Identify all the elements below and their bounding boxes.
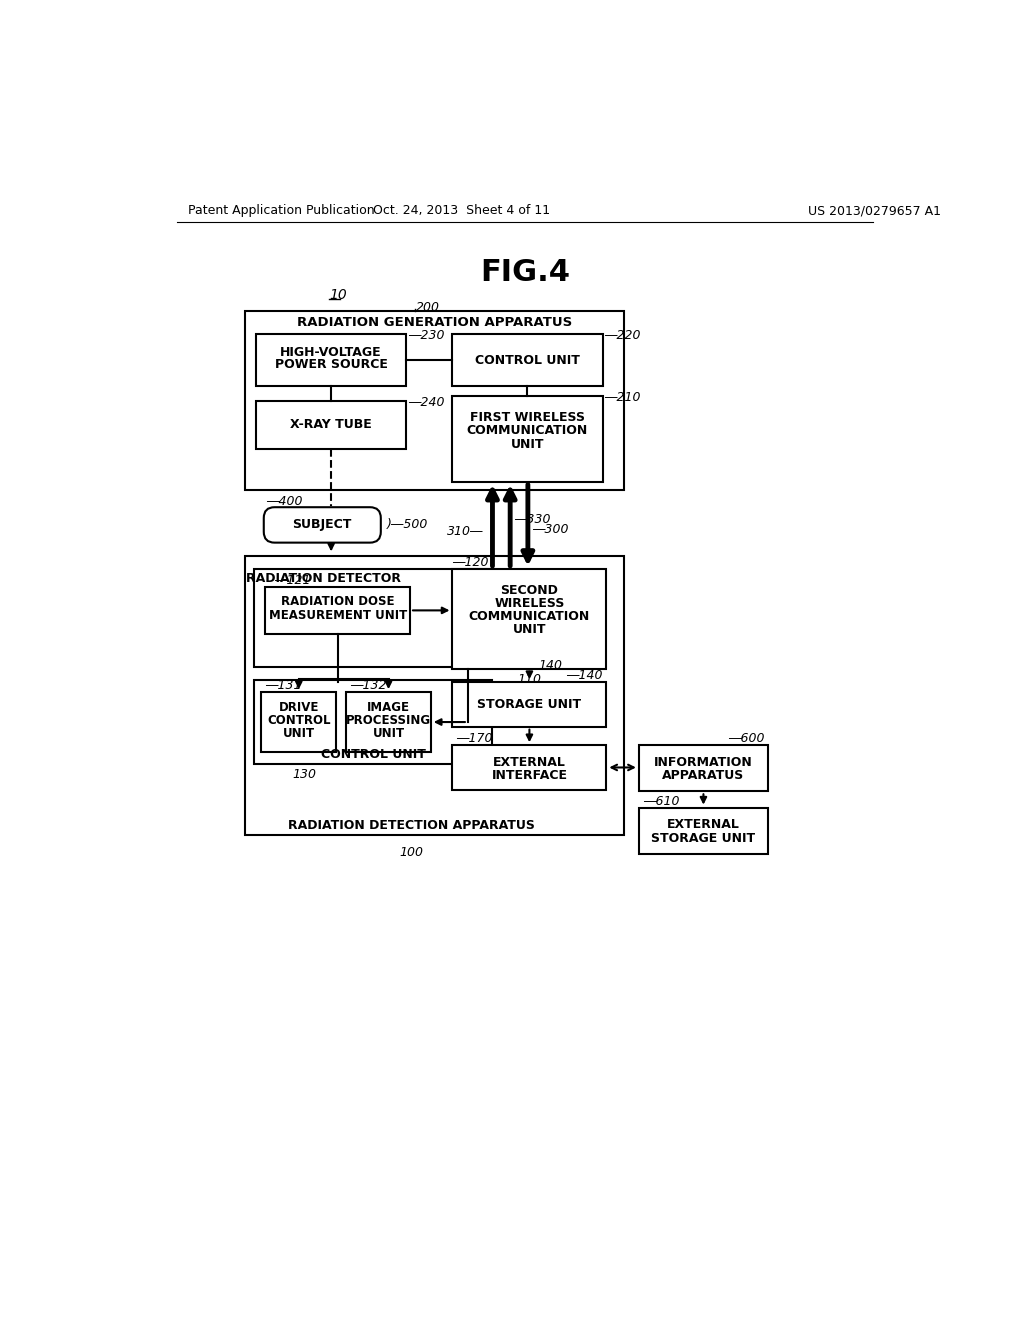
Text: ―131: ―131 [265, 680, 302, 693]
Text: CONTROL: CONTROL [267, 714, 331, 727]
Bar [256, 401, 407, 449]
Text: ―220: ―220 [604, 329, 641, 342]
Text: ―120: ―120 [453, 556, 488, 569]
Text: EXTERNAL: EXTERNAL [667, 818, 740, 832]
Text: ―230: ―230 [408, 329, 444, 342]
Text: UNIT: UNIT [513, 623, 546, 636]
Text: ―121: ―121 [274, 574, 311, 587]
Text: )―500: )―500 [387, 519, 428, 532]
Bar [453, 396, 602, 482]
Bar [346, 692, 431, 752]
Bar [254, 681, 493, 763]
Text: ―210: ―210 [604, 391, 641, 404]
Text: ―170: ―170 [457, 733, 493, 746]
Text: ―600: ―600 [728, 733, 764, 746]
Text: PROCESSING: PROCESSING [346, 714, 431, 727]
Text: FIG.4: FIG.4 [480, 257, 569, 286]
Text: RADIATION DOSE: RADIATION DOSE [281, 595, 394, 609]
Text: FIRST WIRELESS: FIRST WIRELESS [470, 411, 585, 424]
Text: X-RAY TUBE: X-RAY TUBE [290, 418, 372, 432]
Text: ―330: ―330 [514, 512, 551, 525]
Text: 200: 200 [416, 301, 439, 314]
Text: UNIT: UNIT [511, 437, 544, 450]
Text: HIGH-VOLTAGE: HIGH-VOLTAGE [281, 346, 382, 359]
Text: COMMUNICATION: COMMUNICATION [469, 610, 590, 623]
Text: SUBJECT: SUBJECT [293, 519, 352, 532]
Text: STORAGE UNIT: STORAGE UNIT [651, 832, 756, 845]
Text: COMMUNICATION: COMMUNICATION [467, 425, 588, 437]
Text: ―132: ―132 [350, 680, 386, 693]
Text: RADIATION DETECTOR: RADIATION DETECTOR [246, 572, 400, 585]
Text: CONTROL UNIT: CONTROL UNIT [475, 354, 580, 367]
Bar [261, 692, 336, 752]
Text: 110: 110 [517, 673, 542, 686]
Text: ―300: ―300 [531, 523, 568, 536]
FancyBboxPatch shape [264, 507, 381, 543]
Text: RADIATION GENERATION APPARATUS: RADIATION GENERATION APPARATUS [297, 315, 572, 329]
Bar [453, 569, 606, 669]
Text: RADIATION DETECTION APPARATUS: RADIATION DETECTION APPARATUS [288, 820, 535, 833]
Text: US 2013/0279657 A1: US 2013/0279657 A1 [808, 205, 941, 218]
Text: EXTERNAL: EXTERNAL [493, 755, 566, 768]
Text: UNIT: UNIT [283, 727, 314, 741]
Bar [453, 682, 606, 726]
Text: 310―: 310― [446, 525, 483, 539]
Text: SECOND: SECOND [501, 583, 558, 597]
Text: STORAGE UNIT: STORAGE UNIT [477, 698, 582, 711]
Text: CONTROL UNIT: CONTROL UNIT [321, 748, 426, 760]
Text: IMAGE: IMAGE [367, 701, 410, 714]
Text: ―610: ―610 [643, 795, 679, 808]
Text: INTERFACE: INTERFACE [492, 770, 567, 783]
Bar [639, 808, 768, 854]
Bar [245, 557, 625, 836]
Bar [453, 334, 602, 387]
Bar [256, 334, 407, 387]
Text: WIRELESS: WIRELESS [495, 597, 564, 610]
Text: APPARATUS: APPARATUS [663, 770, 744, 783]
Text: Patent Application Publication: Patent Application Publication [188, 205, 375, 218]
Text: POWER SOURCE: POWER SOURCE [274, 358, 387, 371]
Text: ―240: ―240 [408, 396, 444, 409]
Text: MEASUREMENT UNIT: MEASUREMENT UNIT [268, 610, 407, 622]
Text: DRIVE: DRIVE [279, 701, 319, 714]
Text: UNIT: UNIT [373, 727, 404, 741]
Text: 130: 130 [292, 768, 316, 781]
Bar [639, 744, 768, 792]
Text: 140: 140 [539, 659, 562, 672]
Bar [245, 312, 625, 490]
Bar [453, 744, 606, 789]
Bar [254, 569, 493, 668]
Text: ―400: ―400 [266, 495, 302, 508]
Bar [265, 586, 410, 635]
Text: 100: 100 [399, 846, 423, 859]
Text: INFORMATION: INFORMATION [654, 755, 753, 768]
Text: Oct. 24, 2013  Sheet 4 of 11: Oct. 24, 2013 Sheet 4 of 11 [373, 205, 550, 218]
Text: 10: 10 [330, 289, 347, 302]
Text: ―140: ―140 [566, 669, 602, 682]
